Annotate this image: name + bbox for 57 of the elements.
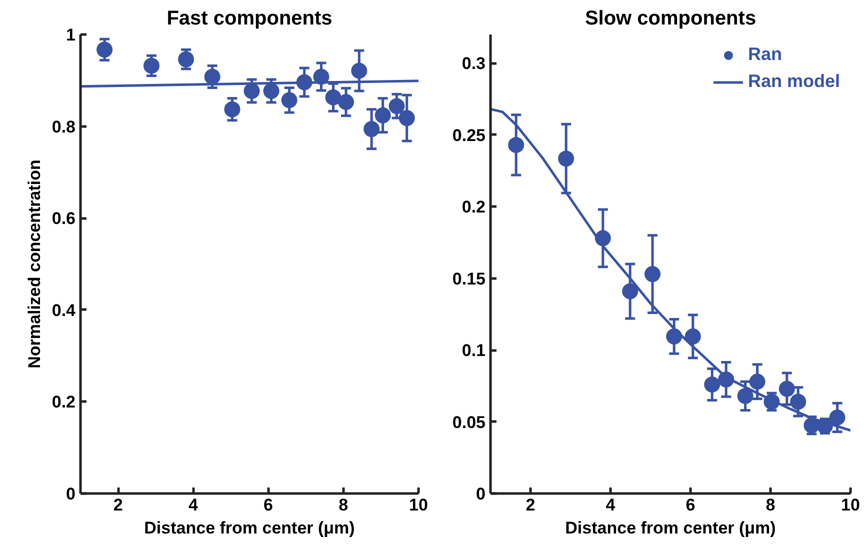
legend-label: Ran: [748, 44, 782, 65]
y-tick-label: 0: [476, 484, 486, 504]
y-tick-label: 0: [66, 484, 76, 504]
point: [351, 62, 368, 79]
point: [829, 409, 846, 426]
y-tick-label: 0.05: [452, 412, 486, 432]
point: [374, 107, 391, 124]
point: [749, 374, 766, 390]
x-tick-label: 8: [766, 496, 776, 514]
y-tick-label: 0.2: [462, 198, 486, 217]
y-axis-title: Normalized concentration: [24, 160, 44, 368]
x-tick-label: 2: [526, 496, 536, 514]
point: [178, 51, 194, 68]
y-tick-label: 0.2: [52, 392, 76, 412]
y-tick-label: 0.3: [462, 54, 486, 74]
point: [622, 283, 638, 300]
y-tick-label: 0.1: [462, 341, 486, 360]
y-tick-label: 0.4: [52, 300, 76, 320]
point: [263, 82, 280, 99]
point: [281, 92, 298, 108]
point: [644, 266, 660, 282]
point: [338, 94, 354, 110]
y-tick-label: 0.6: [52, 209, 76, 228]
x-tick-label: 8: [338, 496, 348, 514]
x-tick-label: 6: [264, 496, 274, 514]
point: [778, 380, 795, 397]
x-axis-title: Distance from center (μm): [565, 518, 776, 538]
x-tick-label: 4: [188, 496, 198, 514]
point: [398, 110, 415, 126]
x-tick-label: 6: [686, 496, 696, 514]
x-axis-title: Distance from center (μm): [144, 518, 355, 538]
point: [143, 58, 160, 74]
x-tick-label: 4: [606, 496, 616, 514]
point: [684, 328, 701, 344]
x-tick-label: 10: [841, 496, 860, 514]
y-tick-label: 0.25: [452, 126, 486, 145]
y-tick-label: 0.8: [52, 117, 76, 136]
point: [204, 68, 220, 85]
x-tick-label: 2: [113, 496, 123, 514]
y-tick-label: 1: [66, 26, 76, 44]
legend-label: Ran model: [748, 71, 840, 92]
point: [737, 388, 754, 404]
line-series: [490, 108, 850, 432]
point: [364, 121, 380, 138]
point: [508, 136, 524, 153]
chart-title: Fast components: [166, 8, 332, 30]
point: [704, 376, 720, 392]
y-tick-label: 0.15: [452, 269, 486, 288]
point: [244, 82, 260, 99]
point: [388, 98, 405, 114]
point: [790, 394, 806, 410]
point: [325, 89, 342, 106]
point: [96, 42, 113, 58]
point: [224, 101, 240, 118]
x-tick-label: 10: [409, 496, 428, 514]
chart-title: Slow components: [584, 8, 756, 30]
point: [558, 150, 574, 167]
